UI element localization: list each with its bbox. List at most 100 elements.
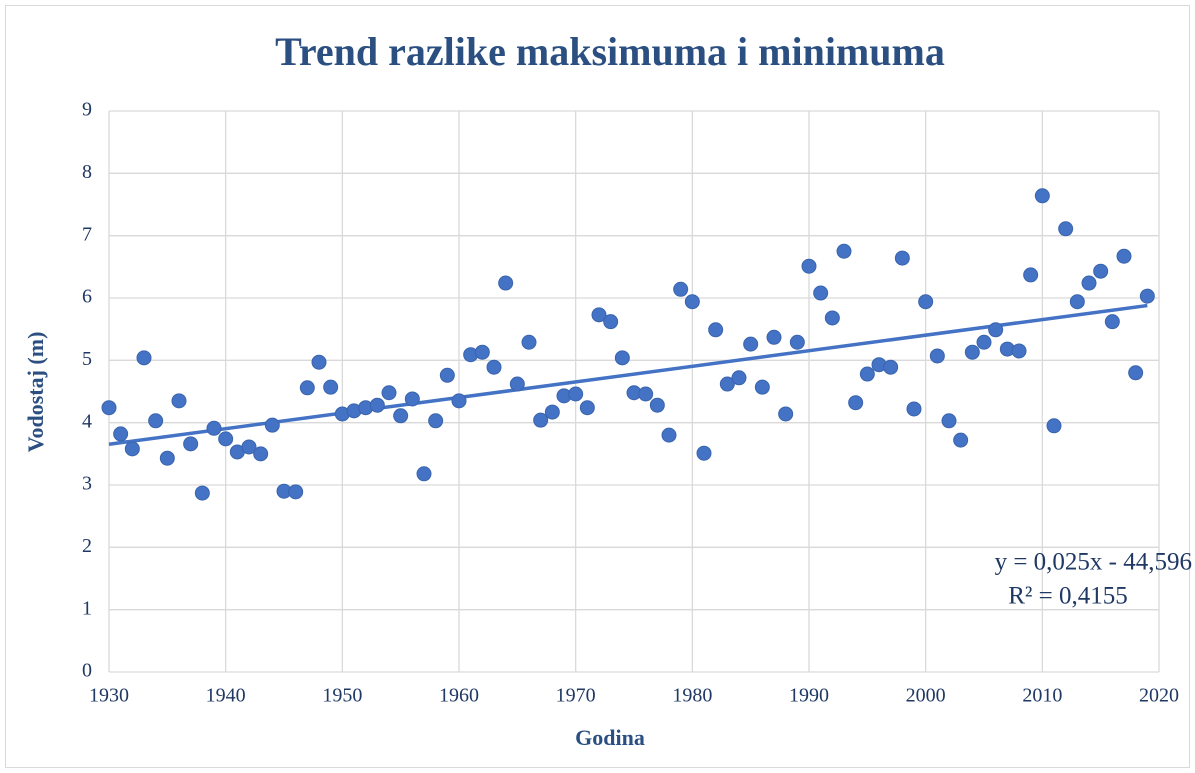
data-point bbox=[1069, 294, 1085, 310]
data-point bbox=[1081, 275, 1097, 291]
data-point bbox=[1058, 221, 1074, 237]
data-point bbox=[813, 285, 829, 301]
trendline-equation: y = 0,025x - 44,596 bbox=[995, 549, 1192, 576]
data-point bbox=[614, 350, 630, 366]
data-point bbox=[731, 370, 747, 386]
data-point bbox=[253, 446, 269, 462]
y-tick-label: 4 bbox=[82, 410, 92, 432]
data-point bbox=[1046, 418, 1062, 434]
data-point bbox=[113, 426, 129, 442]
data-point bbox=[1104, 314, 1120, 330]
y-tick-label: 5 bbox=[82, 348, 92, 370]
x-tick-label: 1940 bbox=[206, 685, 246, 707]
data-point bbox=[1116, 248, 1132, 264]
data-point bbox=[941, 413, 957, 429]
data-point bbox=[393, 408, 409, 424]
data-point bbox=[929, 348, 945, 364]
data-point bbox=[789, 334, 805, 350]
x-tick-label: 2020 bbox=[1139, 685, 1179, 707]
data-point bbox=[1128, 365, 1144, 381]
data-point bbox=[579, 400, 595, 416]
data-point bbox=[544, 404, 560, 420]
data-point bbox=[708, 322, 724, 338]
data-point bbox=[696, 445, 712, 461]
x-axis-title: Godina bbox=[575, 725, 645, 750]
y-tick-label: 0 bbox=[82, 660, 92, 682]
data-point bbox=[859, 366, 875, 382]
data-point bbox=[299, 380, 315, 396]
data-point bbox=[836, 243, 852, 259]
data-point bbox=[754, 379, 770, 395]
data-point bbox=[591, 307, 607, 323]
data-point bbox=[649, 397, 665, 413]
y-tick-label: 2 bbox=[82, 535, 92, 557]
data-point bbox=[159, 450, 175, 466]
data-point bbox=[766, 329, 782, 345]
data-point bbox=[509, 376, 525, 392]
x-tick-label: 1950 bbox=[322, 685, 362, 707]
data-point bbox=[673, 281, 689, 297]
data-point bbox=[883, 359, 899, 375]
data-point bbox=[906, 401, 922, 417]
data-point bbox=[661, 427, 677, 443]
data-point bbox=[183, 436, 199, 452]
trendline bbox=[108, 303, 1148, 446]
data-point bbox=[369, 397, 385, 413]
y-tick-label: 6 bbox=[82, 286, 92, 308]
data-point bbox=[603, 314, 619, 330]
data-point bbox=[311, 354, 327, 370]
data-point bbox=[894, 250, 910, 266]
data-point bbox=[964, 344, 980, 360]
data-point bbox=[638, 386, 654, 402]
data-point bbox=[1093, 263, 1109, 279]
chart-title: Trend razlike maksimuma i minimuma bbox=[275, 29, 945, 74]
data-point bbox=[171, 393, 187, 409]
data-point bbox=[1139, 288, 1155, 304]
x-tick-label: 2010 bbox=[1022, 685, 1062, 707]
data-point bbox=[801, 258, 817, 274]
data-point bbox=[988, 322, 1004, 338]
data-point bbox=[404, 391, 420, 407]
data-point bbox=[474, 344, 490, 360]
x-tick-label: 1930 bbox=[89, 685, 129, 707]
data-point bbox=[323, 379, 339, 395]
data-point bbox=[428, 413, 444, 429]
data-point bbox=[1023, 267, 1039, 283]
x-tick-label: 1960 bbox=[439, 685, 479, 707]
data-point bbox=[918, 294, 934, 310]
data-point bbox=[439, 367, 455, 383]
data-point bbox=[264, 417, 280, 433]
data-point bbox=[719, 376, 735, 392]
data-point bbox=[498, 275, 514, 291]
data-point bbox=[241, 439, 257, 455]
y-tick-label: 1 bbox=[82, 597, 92, 619]
data-point bbox=[568, 386, 584, 402]
data-point bbox=[976, 334, 992, 350]
data-point bbox=[288, 484, 304, 500]
x-tick-label: 1970 bbox=[556, 685, 596, 707]
data-point bbox=[381, 385, 397, 401]
data-point bbox=[778, 406, 794, 422]
data-point bbox=[124, 441, 140, 457]
data-point bbox=[824, 310, 840, 326]
data-point bbox=[194, 485, 210, 501]
data-point bbox=[1034, 188, 1050, 204]
data-point bbox=[486, 359, 502, 375]
data-point bbox=[206, 420, 222, 436]
data-point bbox=[953, 432, 969, 448]
data-point bbox=[136, 350, 152, 366]
y-tick-label: 8 bbox=[82, 161, 92, 183]
y-tick-label: 9 bbox=[82, 99, 92, 121]
chart-border bbox=[5, 5, 1190, 768]
x-tick-label: 2000 bbox=[906, 685, 946, 707]
data-point bbox=[1011, 343, 1027, 359]
data-point bbox=[848, 395, 864, 411]
y-tick-label: 7 bbox=[82, 223, 92, 245]
y-axis-title: Vodostaj (m) bbox=[23, 332, 48, 453]
x-tick-label: 1990 bbox=[789, 685, 829, 707]
data-point bbox=[743, 336, 759, 352]
plot-area bbox=[101, 188, 1155, 501]
data-point bbox=[451, 393, 467, 409]
data-point bbox=[684, 294, 700, 310]
